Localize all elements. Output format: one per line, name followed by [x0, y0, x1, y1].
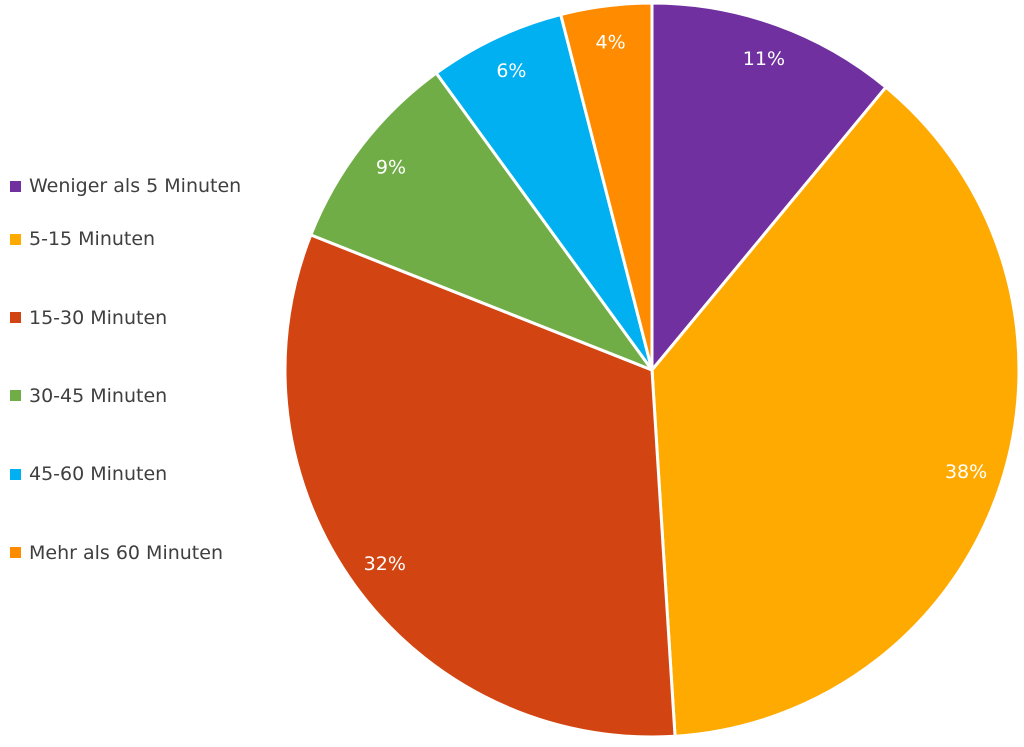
legend-item: 5-15 Minuten [10, 200, 241, 278]
pie-slice [283, 233, 677, 739]
pie-slice [650, 1, 888, 372]
slice-data-label: 6% [496, 60, 526, 82]
slice-data-label: 4% [596, 31, 626, 53]
legend-item: 45-60 Minuten [10, 435, 241, 513]
pie-slice [559, 1, 654, 372]
legend-swatch [10, 180, 21, 192]
pie-slice [650, 85, 1021, 738]
legend-label: 30-45 Minuten [29, 384, 168, 407]
legend-swatch [10, 468, 21, 480]
legend-label: Mehr als 60 Minuten [29, 541, 223, 564]
legend-label: 5-15 Minuten [29, 228, 156, 251]
legend-swatch [10, 233, 21, 245]
pie-slice [309, 71, 654, 372]
legend-swatch [10, 390, 21, 402]
legend-swatch [10, 312, 21, 324]
chart-legend: Weniger als 5 Minuten 5-15 Minuten 15-30… [10, 172, 241, 592]
slice-data-label: 9% [376, 157, 406, 179]
pie-slices [283, 1, 1021, 739]
slice-data-label: 38% [945, 461, 987, 483]
legend-item: 30-45 Minuten [10, 357, 241, 435]
legend-label: 15-30 Minuten [29, 306, 168, 329]
pie-slice-labels: 11% 38% 32% 9% 6% 4% [364, 31, 988, 575]
legend-label: 45-60 Minuten [29, 463, 168, 486]
pie-slice [434, 13, 654, 372]
legend-item: 15-30 Minuten [10, 278, 241, 356]
slice-data-label: 11% [743, 48, 785, 70]
legend-label: Weniger als 5 Minuten [29, 175, 242, 197]
legend-swatch [10, 547, 21, 559]
slice-data-label: 32% [364, 553, 406, 575]
legend-item: Mehr als 60 Minuten [10, 514, 241, 592]
legend-item: Weniger als 5 Minuten [10, 172, 241, 200]
